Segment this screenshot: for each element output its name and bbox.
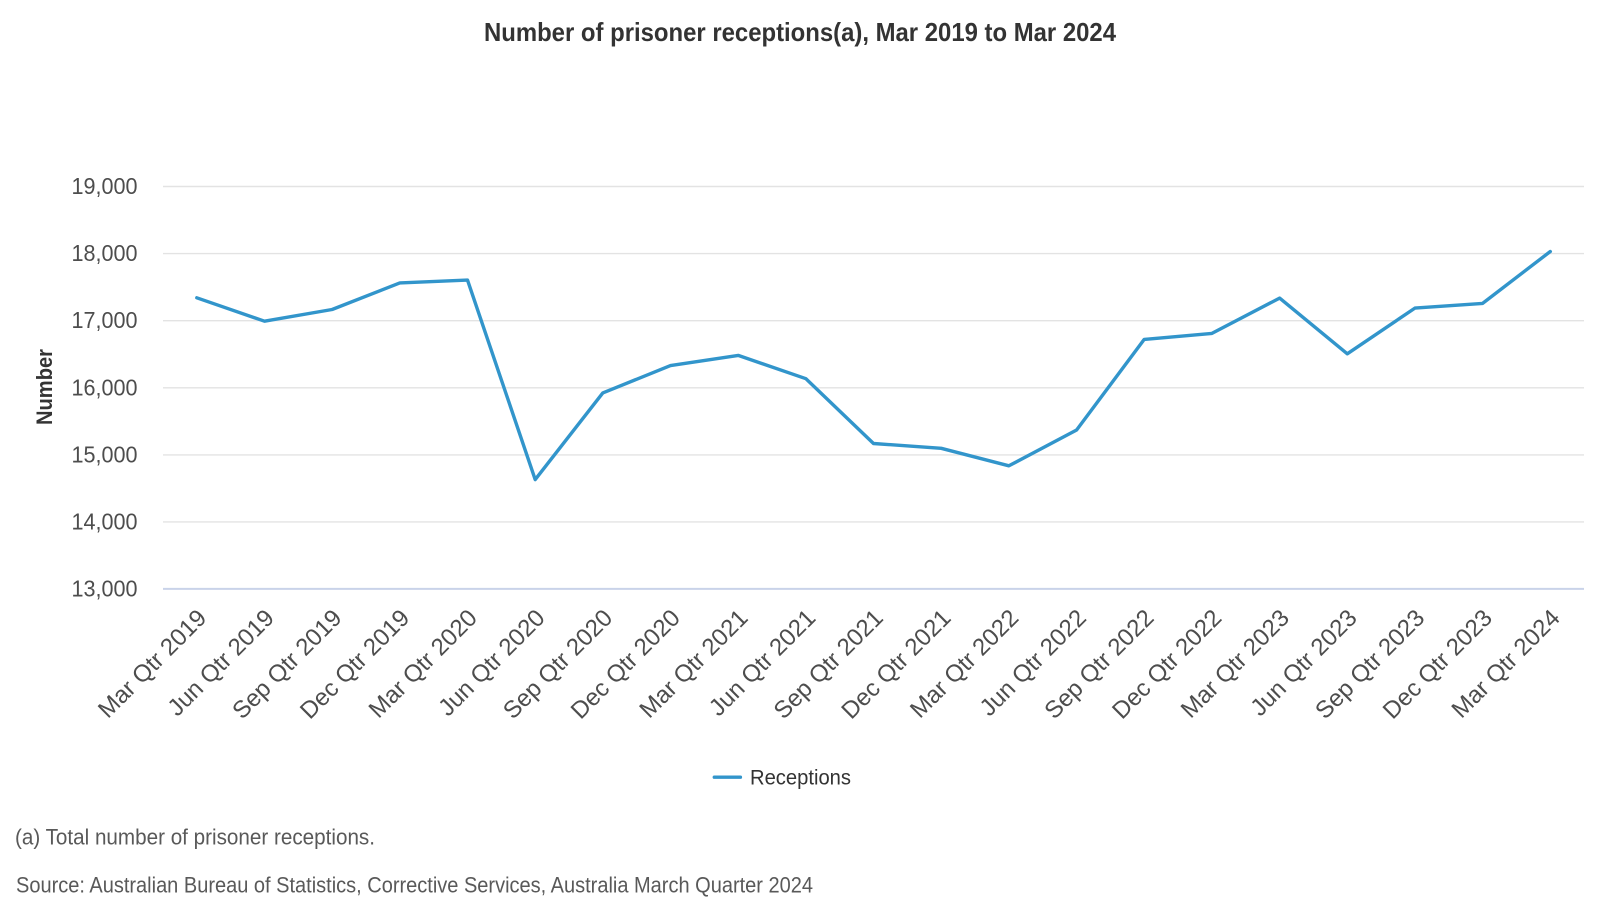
svg-text:16,000: 16,000 [72, 374, 138, 400]
svg-text:14,000: 14,000 [72, 508, 138, 534]
svg-text:15,000: 15,000 [72, 441, 138, 467]
svg-text:(a) Total number of prisoner r: (a) Total number of prisoner receptions. [15, 824, 375, 849]
svg-text:Source: Australian Bureau of S: Source: Australian Bureau of Statistics,… [16, 872, 813, 897]
svg-text:Number: Number [32, 349, 57, 425]
svg-text:Receptions: Receptions [750, 767, 851, 790]
svg-text:Number of prisoner receptions(: Number of prisoner receptions(a), Mar 20… [484, 17, 1116, 47]
svg-text:17,000: 17,000 [72, 307, 138, 333]
svg-text:19,000: 19,000 [72, 173, 138, 199]
svg-text:18,000: 18,000 [72, 240, 138, 266]
svg-text:13,000: 13,000 [72, 575, 138, 601]
